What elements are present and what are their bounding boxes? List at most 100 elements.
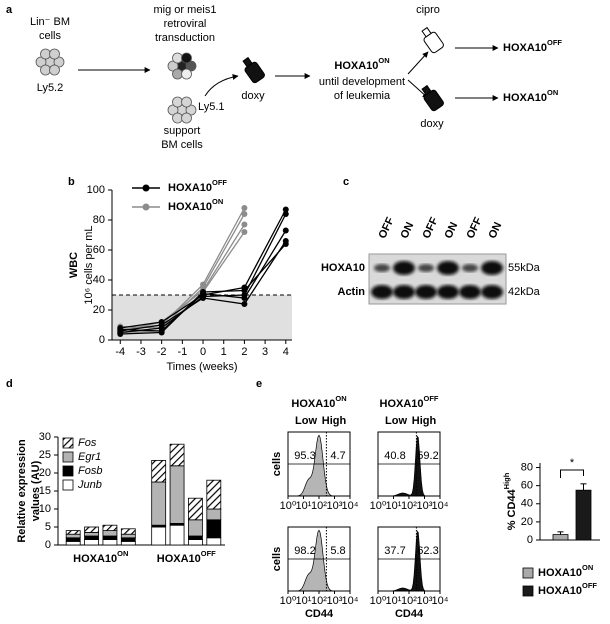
y-tick-label: 0 [99,334,105,346]
legend-label: Junb [77,479,102,491]
x-tick-label: 10¹ [296,500,312,512]
x-tick-label: 10³ [327,595,343,607]
bar-segment [65,533,81,539]
histogram [288,434,350,497]
band [481,285,503,299]
percent-label: 4.7 [330,450,345,462]
band [374,264,390,272]
bar-segment [102,535,118,540]
legend-label-sup: ON [212,197,223,206]
label-main: HOXA10 [334,60,378,72]
bar-segment [84,539,99,546]
cell-icon [35,56,47,68]
label: BM cells [161,139,203,151]
y-tick-label: 15 [39,485,51,497]
y-axis-label: 10⁶ cells per mL [83,225,95,304]
y-axis-label: cells [271,547,283,571]
x-tick-label: 10² [311,500,327,512]
cell-icon [172,52,183,64]
bar-segment [206,479,222,510]
x-tick-label: 10¹ [296,595,312,607]
legend-marker [142,184,150,192]
bar-segment [120,537,136,542]
x-tick-label: 10³ [417,500,433,512]
y-axis-label-sup: High [502,472,511,489]
bar-segment [151,459,167,483]
point [241,295,248,301]
x-tick-label: 10¹ [386,500,402,512]
x-tick-label: 10⁰ [370,595,387,607]
bar-segment [206,508,222,521]
band [393,261,415,275]
y-tick-label: 40 [521,498,533,510]
cell-icon [49,48,60,60]
gate-label: High [412,415,437,427]
legend-label-sup: OFF [582,581,597,590]
y-axis-label-main: % CD44 [506,488,518,530]
x-tick-label: 2 [241,346,247,358]
cell-icon [172,96,183,108]
point [282,241,289,247]
cell-icon [181,68,192,80]
x-tick-label: 10⁴ [342,595,359,607]
bar-segment [84,526,99,533]
bar-segment [84,532,99,537]
label: cells [39,30,62,42]
cell-icon [185,104,197,116]
legend-label-sup: ON [582,563,593,572]
x-tick-label: 10⁴ [432,500,449,512]
lane-label: OFF [420,215,440,240]
lane-label: OFF [376,215,396,240]
point [158,322,165,328]
x-tick-label: 10⁴ [342,500,359,512]
cell-icon [49,64,60,76]
y-tick-label: 40 [93,274,105,286]
y-tick-label: 25 [39,449,51,461]
label: doxy [241,90,265,102]
label-sup: ON [378,56,389,65]
x-axis-label: Times (weeks) [166,361,237,373]
y-tick-label: 60 [521,480,533,492]
bar-segment [84,535,99,540]
gate-label: Low [295,415,317,427]
label: Ly5.2 [37,82,64,94]
point [200,295,207,301]
y-axis-label: WBC [68,252,80,278]
y-tick-label: 5 [45,521,51,533]
y-tick-label: 30 [39,431,51,443]
x-tick-label: 10³ [417,595,433,607]
group-label-main: HOXA10 [73,553,117,565]
bar-segment [188,519,203,537]
y-tick-label: 10 [39,503,51,515]
x-tick-label: -3 [136,346,146,358]
label: retroviral [164,18,207,30]
x-tick-label: 4 [283,346,289,358]
bottle-icon [421,26,444,54]
band [481,261,503,275]
percent-label: 95.3 [294,450,315,462]
column-header: HOXA10OFF [380,394,439,409]
bar-segment [188,535,203,540]
cell-icon [185,60,197,72]
y-tick-label: 0 [45,539,51,551]
label: doxy [420,118,444,130]
label-main: HOXA10 [503,42,547,54]
label: until development [319,76,405,88]
bar-segment [102,530,118,537]
label-sup: OFF [547,38,562,47]
bar-segment [188,539,203,546]
x-tick-label: 10⁴ [432,595,449,607]
legend-swatch [522,585,534,597]
cell-icon [181,112,192,124]
column-header-sup: OFF [424,394,439,403]
x-tick-label: 10⁰ [280,500,297,512]
lane-label: ON [398,220,416,240]
cell-icon [40,48,51,60]
legend-swatch [62,451,74,463]
point [241,287,248,294]
lane-label: OFF [464,215,484,240]
bar-segment [169,465,185,524]
y-tick-label: 20 [521,516,533,528]
y-tick-label: 80 [521,461,533,473]
band [415,285,437,299]
